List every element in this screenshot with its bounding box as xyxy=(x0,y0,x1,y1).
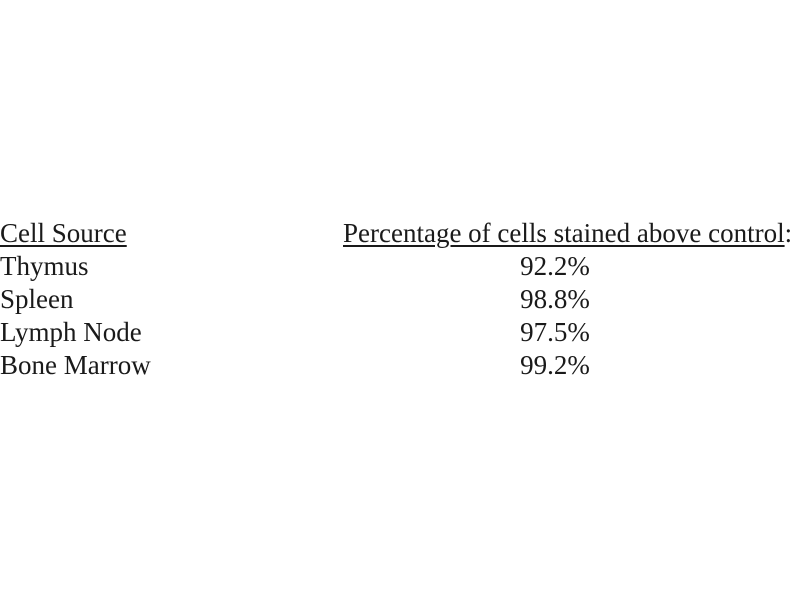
cell-source-name: Bone Marrow xyxy=(0,350,151,380)
cell-source-name: Thymus xyxy=(0,251,89,281)
table-row: Spleen 98.8% xyxy=(0,283,800,316)
staining-table: Cell Source Percentage of cells stained … xyxy=(0,217,800,382)
table-row: Thymus 92.2% xyxy=(0,250,800,283)
cell-percentage-value: 92.2% xyxy=(520,251,590,281)
table-header-row: Cell Source Percentage of cells stained … xyxy=(0,217,800,250)
cell-source-name: Spleen xyxy=(0,284,74,314)
column-header-percentage-label: Percentage of cells stained above contro… xyxy=(343,218,785,248)
cell-source-name: Lymph Node xyxy=(0,317,142,347)
cell-percentage-value: 99.2% xyxy=(520,350,590,380)
table-row: Bone Marrow 99.2% xyxy=(0,349,800,382)
table-row: Lymph Node 97.5% xyxy=(0,316,800,349)
cell-percentage-value: 98.8% xyxy=(520,284,590,314)
cell-percentage-value: 97.5% xyxy=(520,317,590,347)
column-header-percentage-colon: : xyxy=(784,218,793,248)
column-header-percentage: Percentage of cells stained above contro… xyxy=(343,217,792,250)
column-header-cell-source: Cell Source xyxy=(0,218,127,248)
